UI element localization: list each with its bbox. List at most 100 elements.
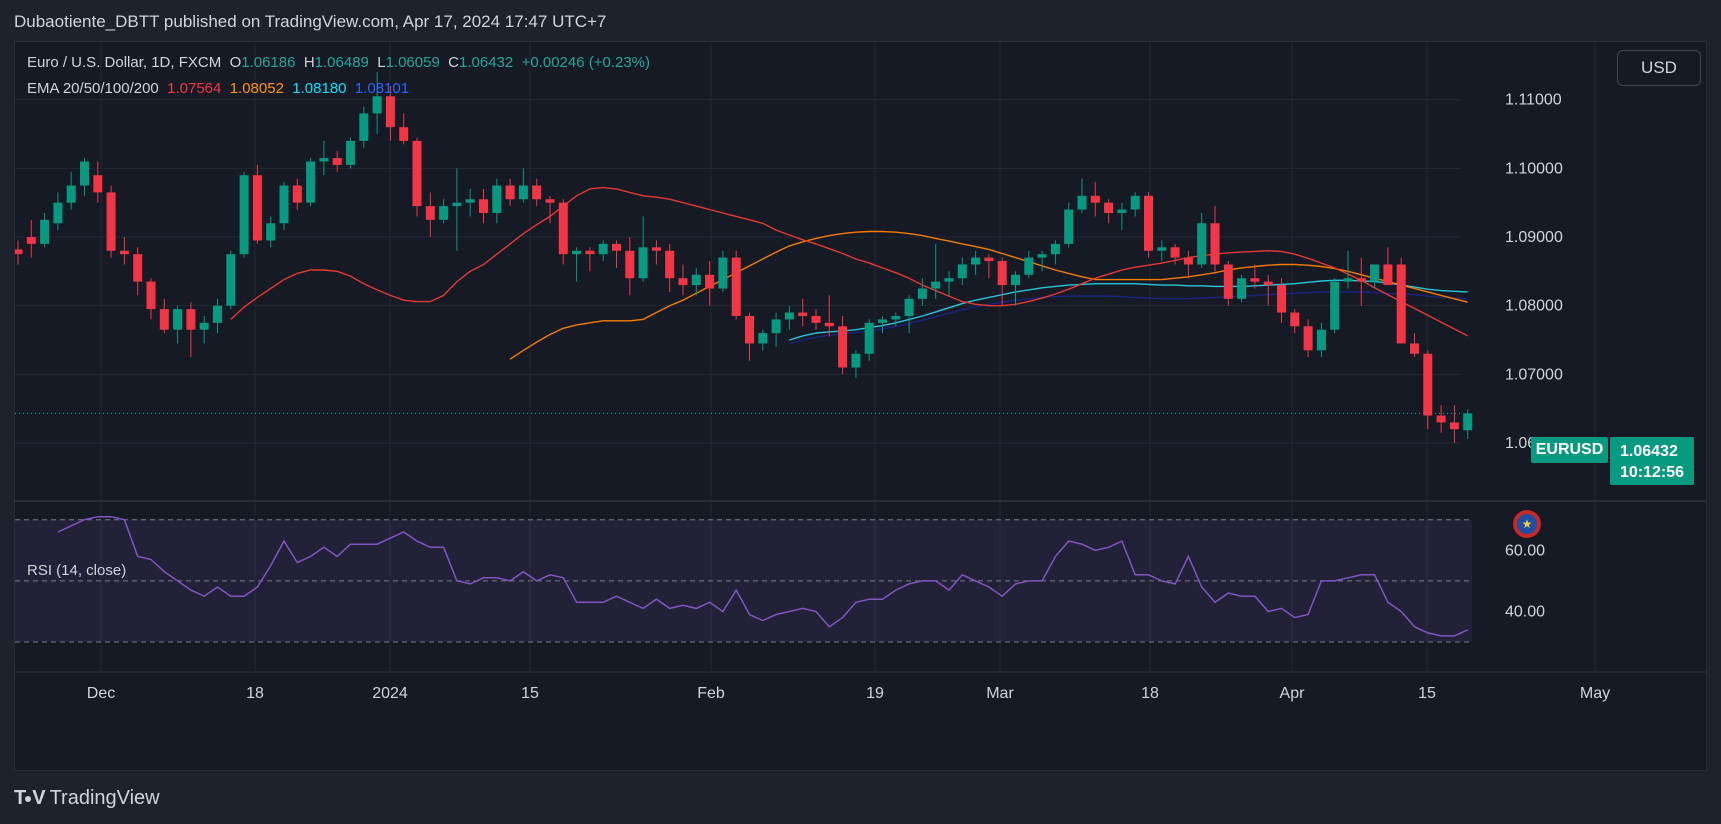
candle-body — [505, 185, 515, 200]
candle-body — [1223, 264, 1233, 299]
candle-body — [745, 315, 754, 344]
time-axis-label: 18 — [1141, 685, 1159, 702]
price-axis-label: 1.07000 — [1505, 366, 1563, 383]
candle-body — [106, 192, 116, 251]
low-value: 1.06059 — [385, 54, 440, 71]
candle-body — [984, 257, 994, 262]
candle-body — [292, 185, 302, 203]
candle-body — [425, 206, 435, 220]
candle-body — [239, 175, 249, 255]
candle-body — [784, 312, 794, 320]
candle-body — [838, 326, 848, 368]
chart-panel[interactable]: 1.11000 1.10000 1.09000 1.08000 1.07000 1.060… — [14, 41, 1707, 771]
high-value: 1.06489 — [314, 54, 369, 71]
candle-body — [558, 202, 568, 255]
candle-body — [412, 140, 422, 207]
rsi-line — [57, 515, 1469, 637]
candle-body — [572, 250, 582, 255]
close-value: 1.06432 — [459, 54, 514, 71]
candle-body — [532, 185, 542, 200]
symbol-label[interactable]: Euro / U.S. Dollar, 1D, FXCM — [27, 54, 222, 71]
candle-body — [1197, 223, 1207, 265]
candle-body — [1024, 257, 1034, 275]
high-label: H — [303, 54, 315, 71]
candle-body — [758, 333, 768, 344]
candle-body — [824, 322, 834, 327]
chart-canvas[interactable]: 1.11000 1.10000 1.09000 1.08000 1.07000 1.060… — [15, 42, 1707, 771]
candle-body — [798, 312, 808, 316]
candle-body — [452, 202, 462, 207]
ema200-value: 1.08101 — [354, 80, 410, 97]
candle-body — [1330, 281, 1340, 330]
candle-body — [1436, 415, 1446, 423]
eu-flag-icon[interactable]: ★ — [1513, 510, 1541, 538]
candle-body — [385, 96, 395, 128]
time-axis-label: Feb — [697, 685, 725, 702]
candle-body — [705, 274, 715, 289]
time-axis-label: 19 — [866, 685, 884, 702]
last-price-tag: 1.06432 10:12:56 — [1610, 437, 1694, 485]
change-value: +0.00246 (+0.23%) — [521, 54, 651, 71]
candle-body — [718, 257, 728, 289]
candle-body — [971, 257, 981, 265]
candle-body — [851, 353, 861, 368]
candle-body — [1410, 343, 1419, 354]
ema100-line — [789, 279, 1468, 341]
candle-body — [1396, 264, 1406, 344]
ema50-line — [509, 230, 1468, 360]
candle-body — [1050, 243, 1060, 255]
candle-body — [1316, 329, 1326, 351]
candle-body — [306, 161, 316, 203]
candle-body — [465, 199, 475, 203]
candle-body — [346, 140, 355, 165]
price-axis-label: 1.11000 — [1505, 92, 1562, 109]
candle-body — [598, 243, 608, 255]
candle-body — [1011, 274, 1020, 286]
candle-body — [53, 202, 63, 224]
candle-body — [15, 249, 23, 255]
rsi-legend[interactable]: RSI (14, close) — [27, 562, 127, 579]
candle-body — [518, 185, 528, 200]
low-label: L — [377, 54, 386, 71]
candle-body — [612, 243, 621, 251]
candle-body — [66, 185, 76, 203]
candle-body — [173, 309, 183, 330]
candle-body — [146, 281, 156, 310]
candle-body — [731, 257, 741, 316]
ema20-value: 1.07564 — [167, 80, 222, 97]
candle-body — [1250, 278, 1260, 282]
candle-body — [891, 315, 901, 320]
candle-body — [904, 298, 914, 316]
ema-label[interactable]: EMA 20/50/100/200 — [27, 80, 159, 97]
candle-body — [585, 250, 595, 255]
candle-body — [159, 309, 169, 330]
open-label: O — [229, 54, 242, 71]
candle-body — [811, 315, 821, 323]
rsi-axis-label: 40.00 — [1505, 603, 1545, 620]
time-axis-label: Dec — [87, 685, 115, 702]
candle-body — [1370, 264, 1380, 282]
candle-body — [1343, 278, 1353, 282]
candle-body — [931, 281, 941, 289]
candle-body — [213, 305, 222, 323]
candle-body — [1170, 247, 1180, 258]
candle-body — [332, 158, 342, 165]
candle-body — [864, 322, 874, 354]
candle-body — [691, 274, 701, 286]
candle-body — [133, 254, 143, 282]
ema50-value: 1.08052 — [229, 80, 284, 97]
rsi-band-background — [15, 519, 1472, 643]
ema200-line — [789, 291, 1468, 345]
candle-body — [1077, 195, 1087, 210]
price-axis-label: 1.10000 — [1505, 160, 1563, 177]
candle-body — [997, 261, 1007, 286]
time-axis-label: May — [1580, 685, 1610, 702]
candle-body — [1277, 285, 1286, 313]
candle-body — [439, 206, 449, 220]
currency-button[interactable]: USD — [1617, 50, 1701, 86]
candle-body — [80, 161, 89, 186]
candle-body — [279, 185, 289, 224]
candle-body — [917, 288, 927, 299]
